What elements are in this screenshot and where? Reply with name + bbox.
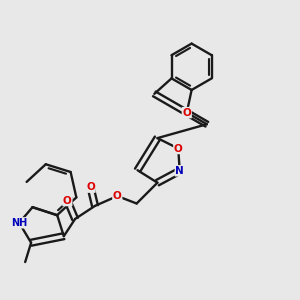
Text: O: O [86, 182, 95, 192]
Text: O: O [182, 108, 191, 118]
Text: NH: NH [11, 218, 27, 228]
Text: O: O [174, 143, 183, 154]
Text: O: O [63, 196, 72, 206]
Text: O: O [113, 191, 122, 201]
Text: N: N [175, 166, 184, 176]
